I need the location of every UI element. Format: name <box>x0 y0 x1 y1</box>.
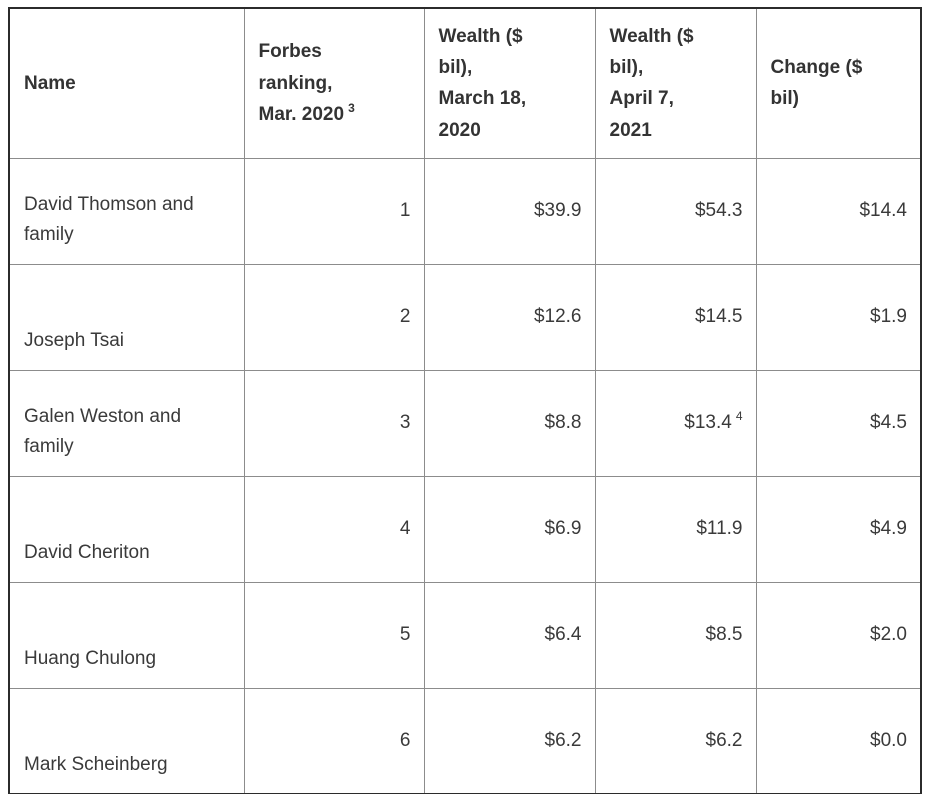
name-cell: Galen Weston and family <box>8 369 245 477</box>
change-cell: $0.0 <box>755 687 922 794</box>
change-cell: $14.4 <box>755 157 922 265</box>
wealth-2021-cell: $14.5 <box>594 263 757 371</box>
table-header-row: Name Forbes ranking, Mar. 2020 3 Wealth (… <box>8 7 922 159</box>
ranking-cell: 5 <box>243 581 425 689</box>
wealth-2021-value: $13.4 <box>684 412 732 433</box>
wealth-2021-value: $11.9 <box>696 518 743 539</box>
ranking-cell: 1 <box>243 157 425 265</box>
wealth-2021-cell: $13.4 4 <box>594 369 757 477</box>
name-cell: Huang Chulong <box>8 581 245 689</box>
table-row: David Cheriton 4 $6.9 $11.9 $4.9 <box>8 475 922 583</box>
ranking-cell: 4 <box>243 475 425 583</box>
wealth-2020-cell: $8.8 <box>423 369 596 477</box>
wealth-table: Name Forbes ranking, Mar. 2020 3 Wealth (… <box>8 7 922 794</box>
change-cell: $2.0 <box>755 581 922 689</box>
wealth-2021-value: $6.2 <box>705 729 743 751</box>
column-header-wealth-2020-label: Wealth ($ bil), March 18, 2020 <box>438 25 527 141</box>
change-cell: $4.5 <box>755 369 922 477</box>
name-cell: David Thomson and family <box>8 157 245 265</box>
table-row: Huang Chulong 5 $6.4 $8.5 $2.0 <box>8 581 922 689</box>
column-header-change: Change ($ bil) <box>755 7 922 159</box>
wealth-2020-cell: $6.4 <box>423 581 596 689</box>
column-header-wealth-2020: Wealth ($ bil), March 18, 2020 <box>423 7 596 159</box>
wealth-2020-cell: $6.9 <box>423 475 596 583</box>
name-cell: David Cheriton <box>8 475 245 583</box>
column-header-name: Name <box>8 7 245 159</box>
change-cell: $4.9 <box>755 475 922 583</box>
column-header-forbes-ranking: Forbes ranking, Mar. 2020 3 <box>243 7 425 159</box>
ranking-cell: 6 <box>243 687 425 794</box>
wealth-2021-cell: $8.5 <box>594 581 757 689</box>
table-row: Joseph Tsai 2 $12.6 $14.5 $1.9 <box>8 263 922 371</box>
table-row: David Thomson and family 1 $39.9 $54.3 $… <box>8 157 922 265</box>
wealth-2021-cell: $6.2 <box>594 687 757 794</box>
wealth-2021-cell: $54.3 <box>594 157 757 265</box>
wealth-2021-value: $8.5 <box>705 624 743 645</box>
column-header-forbes-ranking-label: Forbes ranking, Mar. 2020 <box>258 41 345 125</box>
column-header-wealth-2021: Wealth ($ bil), April 7, 2021 <box>594 7 757 159</box>
wealth-2020-cell: $12.6 <box>423 263 596 371</box>
wealth-2021-value: $54.3 <box>694 200 743 221</box>
wealth-2021-cell: $11.9 <box>594 475 757 583</box>
table-row: Galen Weston and family 3 $8.8 $13.4 4 $4… <box>8 369 922 477</box>
name-cell: Mark Scheinberg <box>8 687 245 794</box>
table-row: Mark Scheinberg 6 $6.2 $6.2 $0.0 <box>8 687 922 794</box>
column-header-change-label: Change ($ bil) <box>770 56 863 110</box>
ranking-cell: 3 <box>243 369 425 477</box>
column-header-wealth-2021-label: Wealth ($ bil), April 7, 2021 <box>609 25 694 141</box>
wealth-2020-cell: $6.2 <box>423 687 596 794</box>
column-header-name-label: Name <box>24 72 76 94</box>
wealth-2021-value: $14.5 <box>694 306 743 327</box>
footnote-marker-4: 4 <box>735 408 743 423</box>
footnote-marker-3: 3 <box>348 100 355 115</box>
wealth-2020-cell: $39.9 <box>423 157 596 265</box>
change-cell: $1.9 <box>755 263 922 371</box>
name-cell: Joseph Tsai <box>8 263 245 371</box>
ranking-cell: 2 <box>243 263 425 371</box>
